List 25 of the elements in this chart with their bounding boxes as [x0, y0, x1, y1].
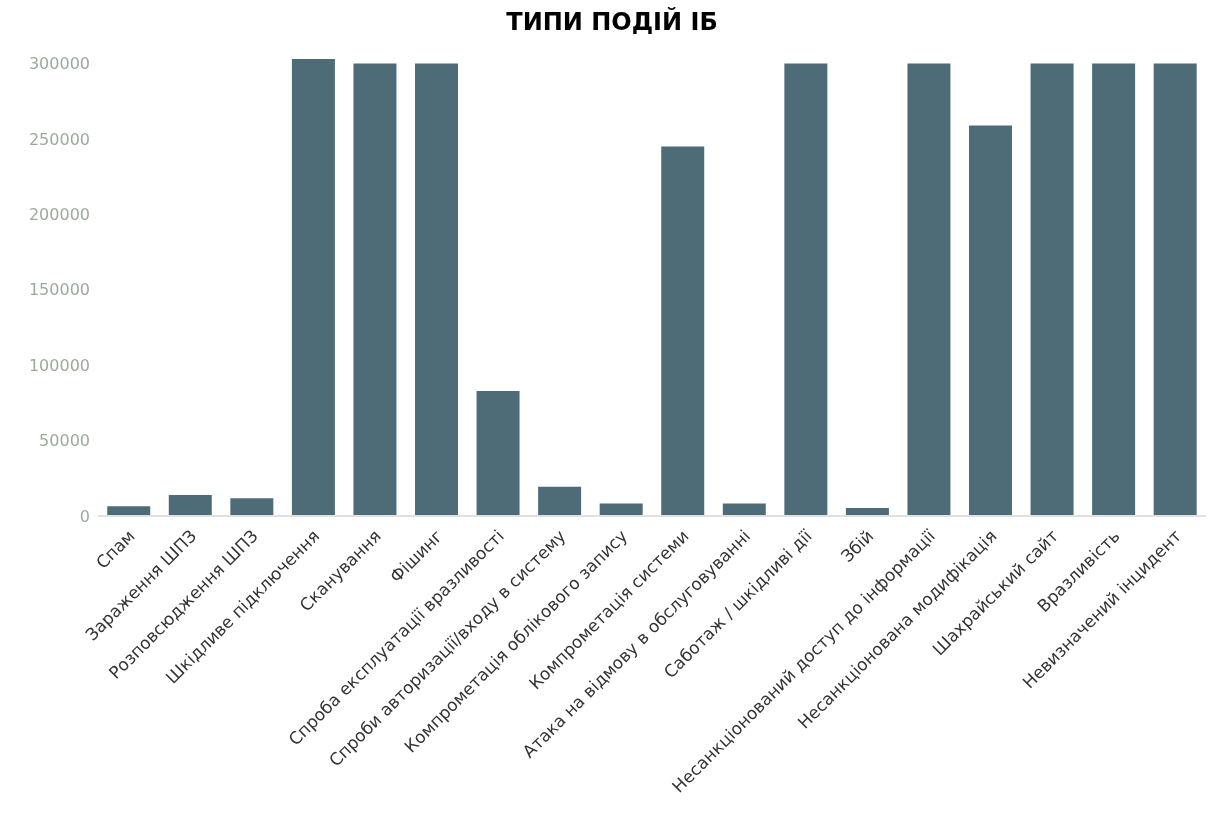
bar — [661, 146, 705, 516]
bar — [168, 495, 212, 516]
y-tick-label: 250000 — [28, 129, 90, 149]
bar — [415, 63, 459, 516]
bar — [230, 498, 274, 516]
bar — [291, 59, 335, 516]
bar — [107, 506, 151, 516]
bar — [599, 503, 643, 516]
y-tick-label: 50000 — [39, 431, 90, 451]
y-tick-label: 300000 — [28, 54, 90, 74]
bar — [353, 63, 397, 516]
y-tick-label: 200000 — [28, 205, 90, 225]
bar — [722, 503, 766, 516]
bar — [907, 63, 951, 516]
y-tick-label: 0 — [79, 506, 90, 526]
bar — [538, 486, 582, 516]
bar — [969, 125, 1013, 516]
y-tick-label: 100000 — [28, 355, 90, 375]
chart-title: ТИПИ ПОДІЙ ІБ — [505, 8, 719, 36]
bar — [1153, 63, 1197, 516]
bar — [476, 391, 520, 516]
bar — [1030, 63, 1074, 516]
y-tick-label: 150000 — [28, 280, 90, 300]
bar — [1092, 63, 1136, 516]
bar — [784, 63, 828, 516]
